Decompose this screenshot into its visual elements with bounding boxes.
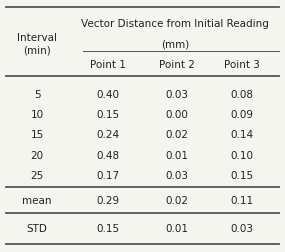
Text: 20: 20 bbox=[30, 150, 44, 160]
Text: 0.48: 0.48 bbox=[97, 150, 120, 160]
Text: 15: 15 bbox=[30, 130, 44, 140]
Text: 0.15: 0.15 bbox=[97, 223, 120, 233]
Text: 5: 5 bbox=[34, 89, 40, 100]
Text: 0.14: 0.14 bbox=[231, 130, 254, 140]
Text: STD: STD bbox=[27, 223, 48, 233]
Text: 0.17: 0.17 bbox=[97, 170, 120, 180]
Text: 0.02: 0.02 bbox=[165, 130, 188, 140]
Text: 0.03: 0.03 bbox=[165, 89, 188, 100]
Text: 10: 10 bbox=[30, 110, 44, 120]
Text: mean: mean bbox=[22, 195, 52, 205]
Text: 0.01: 0.01 bbox=[165, 150, 188, 160]
Text: 0.01: 0.01 bbox=[165, 223, 188, 233]
Text: (mm): (mm) bbox=[161, 39, 190, 49]
Text: 0.09: 0.09 bbox=[231, 110, 254, 120]
Text: 0.15: 0.15 bbox=[231, 170, 254, 180]
Text: 0.15: 0.15 bbox=[97, 110, 120, 120]
Text: 0.02: 0.02 bbox=[165, 195, 188, 205]
Text: 0.29: 0.29 bbox=[97, 195, 120, 205]
Text: Point 3: Point 3 bbox=[224, 59, 260, 69]
Text: 0.00: 0.00 bbox=[165, 110, 188, 120]
Text: Point 2: Point 2 bbox=[159, 59, 195, 69]
Text: 0.03: 0.03 bbox=[231, 223, 254, 233]
Text: 0.03: 0.03 bbox=[165, 170, 188, 180]
Text: 0.08: 0.08 bbox=[231, 89, 254, 100]
Text: Point 1: Point 1 bbox=[90, 59, 126, 69]
Text: 0.11: 0.11 bbox=[231, 195, 254, 205]
Text: 0.40: 0.40 bbox=[97, 89, 120, 100]
Text: Interval
(min): Interval (min) bbox=[17, 33, 57, 55]
Text: 0.24: 0.24 bbox=[97, 130, 120, 140]
Text: 25: 25 bbox=[30, 170, 44, 180]
Text: 0.10: 0.10 bbox=[231, 150, 254, 160]
Text: Vector Distance from Initial Reading: Vector Distance from Initial Reading bbox=[81, 19, 269, 29]
